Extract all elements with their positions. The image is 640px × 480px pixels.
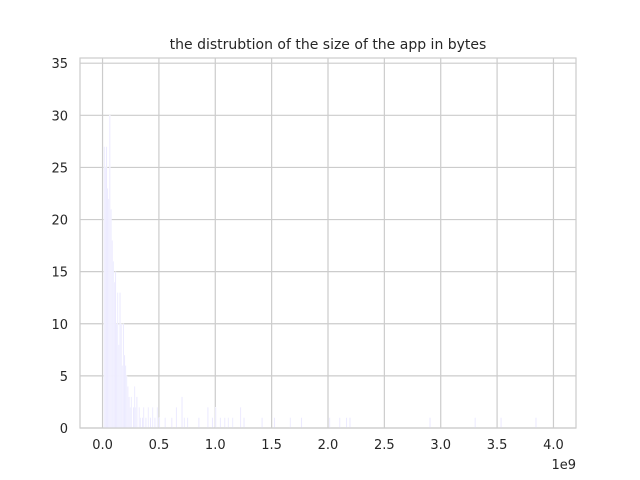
- histogram-bar: [186, 417, 189, 429]
- x-tick-label: 3.5: [487, 438, 508, 453]
- histogram-bar: [151, 407, 154, 429]
- x-tick-label: 4.0: [543, 438, 564, 453]
- y-tick-label: 15: [51, 266, 68, 281]
- histogram-bar: [158, 417, 161, 429]
- histogram-bar: [127, 386, 129, 429]
- histogram-bar: [300, 417, 303, 429]
- histogram-bar: [105, 146, 108, 429]
- histogram-bar: [121, 365, 123, 429]
- histogram-bar: [142, 407, 145, 429]
- histogram-bar: [211, 417, 214, 429]
- histogram-bar: [126, 375, 128, 429]
- x-tick-label: 1.5: [261, 438, 282, 453]
- histogram-bar: [215, 407, 217, 429]
- histogram-bar: [123, 354, 126, 429]
- y-tick-label: 20: [51, 214, 68, 229]
- histogram-bar: [135, 407, 137, 429]
- histogram-bar: [138, 407, 140, 429]
- grid-lines: [80, 58, 576, 429]
- histogram-bar: [349, 417, 351, 429]
- y-axis-tick-labels: 0 5 10 15 20 25 30 35: [51, 57, 68, 437]
- histogram-bar: [136, 396, 138, 429]
- histogram-bar: [224, 417, 226, 429]
- x-tick-label: 1.0: [205, 438, 226, 453]
- histogram-bar: [156, 407, 158, 429]
- chart-title: the distrubtion of the size of the app i…: [170, 37, 487, 53]
- y-tick-label: 0: [60, 422, 68, 437]
- histogram-bar: [239, 407, 242, 429]
- histogram-bar: [133, 386, 136, 429]
- histogram-bar: [207, 407, 209, 429]
- x-tick-label: 2.0: [318, 438, 339, 453]
- histogram-bar: [139, 417, 142, 429]
- histogram-bar: [154, 417, 156, 429]
- histogram-bars: [103, 115, 537, 429]
- histogram-bar: [232, 417, 234, 429]
- histogram-bar: [117, 292, 119, 429]
- histogram-bar: [147, 407, 149, 429]
- histogram-bar: [145, 417, 147, 429]
- histogram-bar: [112, 261, 114, 429]
- histogram-bar: [474, 417, 476, 429]
- histogram-bar: [171, 417, 173, 429]
- x-tick-label: 2.5: [374, 438, 395, 453]
- histogram-bar: [114, 271, 117, 429]
- histogram-bar: [110, 208, 112, 429]
- histogram-bar: [122, 323, 125, 429]
- histogram-bar: [124, 365, 127, 429]
- histogram-bar: [104, 167, 107, 429]
- histogram-bar: [130, 396, 133, 429]
- histogram-bar: [289, 417, 291, 429]
- histogram-bar: [339, 417, 341, 429]
- histogram-bar: [109, 115, 111, 429]
- histogram-bar: [113, 281, 116, 429]
- histogram-bar: [198, 417, 200, 429]
- y-tick-label: 5: [60, 370, 68, 385]
- histogram-bar: [181, 396, 183, 429]
- histogram-bar: [273, 417, 276, 429]
- histogram-bar: [119, 292, 121, 429]
- histogram-bar: [345, 417, 348, 429]
- x-tick-label: 0.5: [149, 438, 170, 453]
- histogram-bar: [120, 323, 122, 429]
- histogram-bar: [118, 344, 120, 429]
- histogram-bar: [429, 417, 431, 429]
- plot-area-frame: [79, 57, 577, 429]
- y-tick-label: 35: [51, 57, 68, 72]
- histogram-bar: [500, 417, 502, 429]
- histogram-bar: [108, 198, 110, 429]
- histogram-bar: [106, 188, 109, 429]
- histogram-bar: [129, 407, 131, 429]
- histogram-bar: [261, 417, 263, 429]
- histogram-bar: [111, 240, 113, 429]
- histogram-bar: [227, 417, 229, 429]
- y-tick-label: 25: [51, 161, 68, 176]
- histogram-bar: [141, 417, 144, 429]
- y-tick-label: 10: [51, 318, 68, 333]
- histogram-bar: [149, 417, 152, 429]
- histogram-bar: [535, 417, 537, 429]
- histogram-bar: [132, 407, 135, 429]
- histogram-bar: [103, 146, 105, 429]
- histogram-bar: [183, 417, 185, 429]
- histogram-bar: [164, 417, 166, 429]
- histogram-bar: [243, 417, 245, 429]
- histogram-bar: [175, 407, 178, 429]
- x-tick-label: 3.0: [430, 438, 451, 453]
- x-tick-label: 0.0: [92, 438, 113, 453]
- histogram-bar: [219, 417, 222, 429]
- histogram-bar: [328, 417, 331, 429]
- x-axis-offset-label: 1e9: [551, 458, 576, 473]
- y-tick-label: 30: [51, 109, 68, 124]
- histogram-bar: [115, 323, 118, 429]
- histogram-bar: [128, 396, 130, 429]
- x-axis-tick-labels: 0.0 0.5 1.0 1.5 2.0 2.5 3.0 3.5 4.0: [92, 438, 564, 453]
